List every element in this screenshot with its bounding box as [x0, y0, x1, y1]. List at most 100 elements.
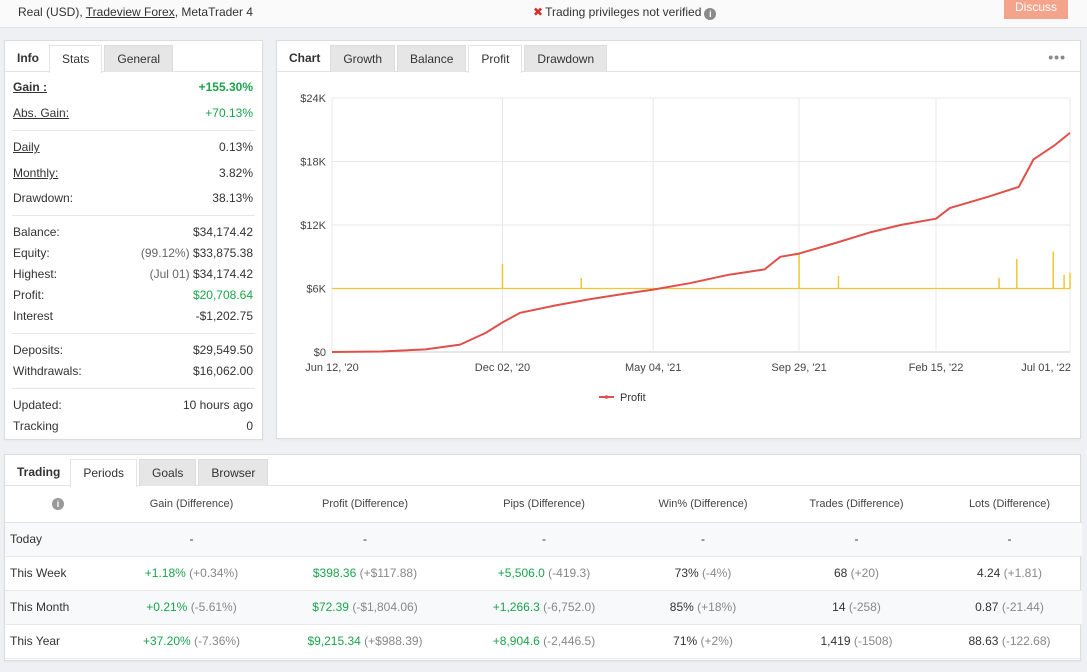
cell-value: 85% — [669, 600, 694, 614]
stat-monthly: Monthly: 3.82% — [5, 163, 262, 184]
profit-line — [331, 132, 1071, 353]
tab-periods[interactable]: Periods — [70, 459, 138, 487]
tab-profit[interactable]: Profit — [468, 45, 523, 73]
x-tick-label: May 04, '21 — [625, 362, 682, 374]
deposits-value: $29,549.50 — [192, 343, 253, 357]
tab-balance[interactable]: Balance — [397, 45, 467, 72]
equity-percent: (99.12%) — [140, 246, 190, 260]
table-cell: +1,266.3 (-6,752.0) — [458, 590, 630, 625]
table-cell: 1,419 (-1508) — [776, 624, 937, 659]
account-header: Real (USD), Tradeview Forex, MetaTrader … — [0, 0, 1087, 28]
periods-panel: Trading Periods Goals Browser i Gain (Di… — [4, 454, 1082, 661]
legend-marker — [604, 395, 609, 399]
column-header: Gain (Difference) — [111, 486, 272, 523]
x-tick-label: Jul 01, '22 — [1021, 362, 1071, 374]
cell-value: - — [363, 532, 367, 546]
table-cell: 73% (-4%) — [630, 556, 776, 591]
table-row: This Year +37.20% (-7.36%) $9,215.34 (+$98… — [5, 624, 1082, 659]
table-cell: 68 (+20) — [776, 556, 937, 591]
cell-value: 1,419 — [820, 634, 851, 648]
interest-label: Interest — [13, 309, 54, 323]
gain-value: +155.30% — [198, 80, 253, 94]
gain-label[interactable]: Gain : — [13, 80, 48, 94]
cell-value: +37.20% — [142, 634, 191, 648]
cell-value: +8,904.6 — [492, 634, 540, 648]
stats-panel: Info Stats General Gain : +155.30% Abs. … — [4, 40, 263, 440]
cell-difference: (-122.68) — [1001, 634, 1051, 648]
cell-value: 68 — [833, 566, 848, 580]
stat-highest: Highest: (Jul 01) $34,174.42 — [5, 264, 262, 285]
cell-value: $398.36 — [312, 566, 357, 580]
cell-difference: (+2%) — [700, 634, 733, 648]
tab-stats[interactable]: Stats — [49, 45, 103, 73]
abs-gain-label[interactable]: Abs. Gain: — [13, 106, 70, 120]
tab-goals[interactable]: Goals — [139, 459, 197, 486]
cell-value: 14 — [832, 600, 846, 614]
stat-balance: Balance: $34,174.42 — [5, 222, 262, 243]
stat-profit: Profit: $20,708.64 — [5, 285, 262, 306]
period-label: This Week — [5, 556, 111, 591]
tab-general[interactable]: General — [104, 45, 174, 72]
tracking-value: 0 — [246, 419, 253, 433]
table-cell: 88.63 (-122.68) — [937, 624, 1082, 659]
column-header: Profit (Difference) — [272, 486, 458, 523]
table-cell: +0.21% (-5.61%) — [111, 590, 272, 625]
withdrawals-value: $16,062.00 — [192, 364, 253, 378]
table-cell: $9,215.34 (+$988.39) — [272, 624, 458, 659]
equity-amount: $33,875.38 — [192, 246, 253, 260]
tab-growth[interactable]: Growth — [330, 45, 396, 72]
cross-icon: ✖ — [533, 5, 544, 19]
stat-abs-gain: Abs. Gain: +70.13% — [5, 103, 262, 124]
platform-label: , MetaTrader 4 — [174, 5, 253, 19]
cell-value: - — [542, 532, 546, 546]
tab-info[interactable]: Info — [17, 51, 39, 65]
stat-withdrawals: Withdrawals: $16,062.00 — [5, 361, 262, 382]
interest-value: -$1,202.75 — [195, 309, 253, 323]
more-options-icon[interactable]: ••• — [1048, 49, 1066, 65]
table-header: i Gain (Difference) Profit (Difference) … — [5, 486, 1082, 523]
table-cell: +8,904.6 (-2,446.5) — [458, 624, 630, 659]
y-tick-label: $18K — [300, 157, 326, 169]
table-cell: - — [272, 522, 458, 557]
info-icon[interactable]: i — [704, 8, 717, 20]
period-label: This Year — [5, 624, 111, 659]
cell-difference: (-1508) — [853, 634, 893, 648]
cell-value: - — [189, 532, 194, 546]
tab-drawdown[interactable]: Drawdown — [524, 45, 608, 72]
table-cell: +1.18% (+0.34%) — [111, 556, 272, 591]
highest-amount: $34,174.42 — [192, 267, 253, 281]
account-info: Real (USD), Tradeview Forex, MetaTrader … — [18, 5, 253, 19]
profit-chart: $0 $6K $12K $18K $24K Jun 12, '20 Dec 02, '20 M… — [300, 93, 1071, 404]
column-header: Trades (Difference) — [776, 486, 937, 523]
cell-value: 88.63 — [968, 634, 999, 648]
chart-panel: Chart Growth Balance Profit Drawdown •••… — [276, 40, 1081, 439]
tab-chart[interactable]: Chart — [289, 51, 321, 65]
cell-value: - — [701, 532, 705, 546]
cell-value: $72.39 — [312, 600, 349, 614]
highest-value: (Jul 01) $34,174.42 — [150, 267, 253, 281]
x-tick-label: Dec 02, '20 — [475, 362, 530, 374]
deposits-label: Deposits: — [13, 343, 64, 357]
stat-deposits: Deposits: $29,549.50 — [5, 340, 262, 361]
table-cell: 4.24 (+1.81) — [937, 556, 1082, 591]
x-tick-label: Jun 12, '20 — [305, 362, 358, 374]
cell-difference: (-$1,804.06) — [352, 600, 418, 614]
updated-label: Updated: — [13, 398, 62, 412]
table-cell: - — [776, 522, 937, 557]
cell-value: - — [1007, 532, 1012, 546]
discuss-button[interactable]: Discuss — [1004, 0, 1068, 19]
cell-difference: (+20) — [850, 566, 880, 580]
info-icon[interactable]: i — [52, 497, 64, 510]
tab-browser[interactable]: Browser — [198, 459, 269, 486]
stat-interest: Interest -$1,202.75 — [5, 306, 262, 327]
stat-gain: Gain : +155.30% — [5, 77, 262, 98]
monthly-label[interactable]: Monthly: — [13, 166, 59, 180]
cell-difference: (-4%) — [702, 566, 732, 580]
daily-label[interactable]: Daily — [13, 140, 40, 154]
tab-trading[interactable]: Trading — [17, 465, 61, 479]
cell-value: - — [854, 532, 859, 546]
y-tick-label: $6K — [306, 284, 326, 296]
withdrawals-label: Withdrawals: — [13, 364, 82, 378]
broker-link[interactable]: Tradeview Forex — [85, 5, 175, 19]
column-header: Pips (Difference) — [458, 486, 630, 523]
